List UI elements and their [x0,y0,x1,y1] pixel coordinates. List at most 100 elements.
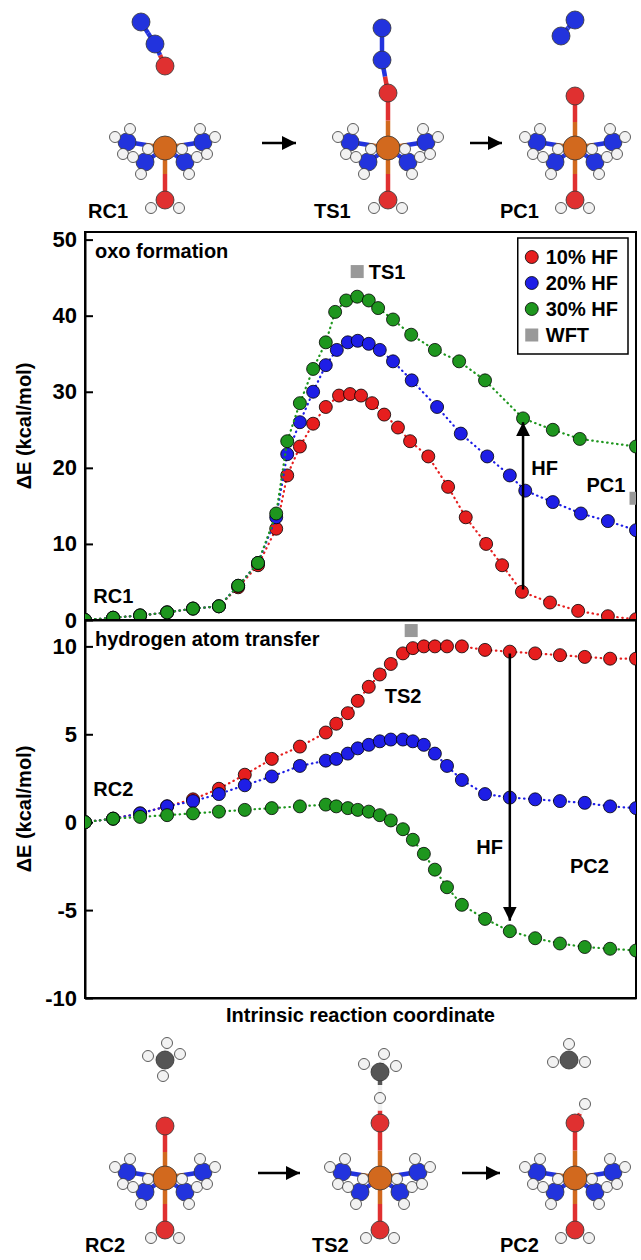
data-point [384,733,397,746]
atom [552,27,570,45]
atom [184,1199,195,1210]
atom [520,1162,531,1173]
atom [584,1233,595,1244]
atom [566,1221,584,1239]
atom [341,149,352,160]
atom [128,1182,139,1193]
data-point [441,759,454,772]
y-tick: 10 [53,531,93,556]
molecule [520,11,631,214]
atom [376,136,400,160]
data-point [387,313,400,326]
data-point [417,738,430,751]
y-tick: -10 [45,986,93,1011]
atom [587,1174,598,1185]
y-tick-label: 10 [53,634,77,659]
y-tick-label: 10 [53,531,77,556]
atom [400,144,411,155]
atom [566,1114,584,1132]
data-point [134,609,147,620]
atom [359,1059,370,1070]
legend-label: 20% HF [546,272,618,294]
atom [425,1162,436,1173]
data-point [161,606,174,619]
atom [397,203,408,214]
atom [153,136,177,160]
y-tick-mark [85,467,93,469]
atom [373,51,391,69]
data-point [319,400,332,413]
atom [528,149,539,160]
atom [348,124,359,135]
data-point [351,694,364,707]
atom [535,1154,546,1165]
step-arrow [462,1172,500,1175]
structure-label: RC2 [85,1234,125,1256]
data-point [265,802,278,815]
data-point [161,606,174,619]
step-arrow [470,142,502,145]
legend-marker [525,303,538,316]
atom [361,1233,372,1244]
atom [560,1051,578,1069]
atom [371,1221,389,1239]
atom [369,203,380,214]
data-point [428,863,441,876]
data-point [479,374,492,387]
data-point [329,305,342,318]
atom [156,1221,174,1239]
data-point [186,602,199,615]
data-point [341,707,354,720]
data-point [281,448,294,461]
plot-area [85,265,636,620]
data-point [572,604,585,617]
data-point [544,596,557,609]
atom [546,1199,557,1210]
atom [546,169,557,180]
data-point [134,810,147,823]
annotation: PC2 [570,855,609,877]
atom [418,124,429,135]
atom [143,1174,154,1185]
atom [556,1233,567,1244]
data-point [422,450,435,463]
data-point [212,600,225,613]
data-point [455,640,468,653]
data-point [265,770,278,783]
data-point [453,355,466,368]
atom [373,19,391,37]
data-point [503,925,516,938]
atom [174,203,185,214]
data-point [601,515,614,528]
data-point [281,435,294,448]
data-point [161,606,174,619]
step-arrow [258,1172,300,1175]
data-point [232,579,245,592]
data-point [186,602,199,615]
series-line [85,394,636,620]
plot-frame [85,232,636,620]
legend-label: WFT [546,324,589,346]
annotation: TS2 [385,685,422,707]
atom [136,1199,147,1210]
y-axis-title: ΔE (kcal/mol) [13,363,35,490]
series-line [85,740,636,823]
data-point [546,423,559,436]
data-point [601,610,614,620]
y-tick: 50 [53,227,93,252]
y-tick: 0 [65,810,93,835]
data-point [107,611,120,620]
atom [340,1154,351,1165]
atom [391,1061,402,1072]
atom [175,1049,186,1060]
data-point [455,898,468,911]
atom [366,144,377,155]
data-point [578,941,591,954]
atom [415,152,426,163]
data-point [630,652,637,665]
atom [136,169,147,180]
data-point [373,668,386,681]
y-tick-label: 50 [53,227,77,252]
data-point [604,652,617,665]
legend: 10% HF20% HF30% HFWFT [518,238,628,354]
